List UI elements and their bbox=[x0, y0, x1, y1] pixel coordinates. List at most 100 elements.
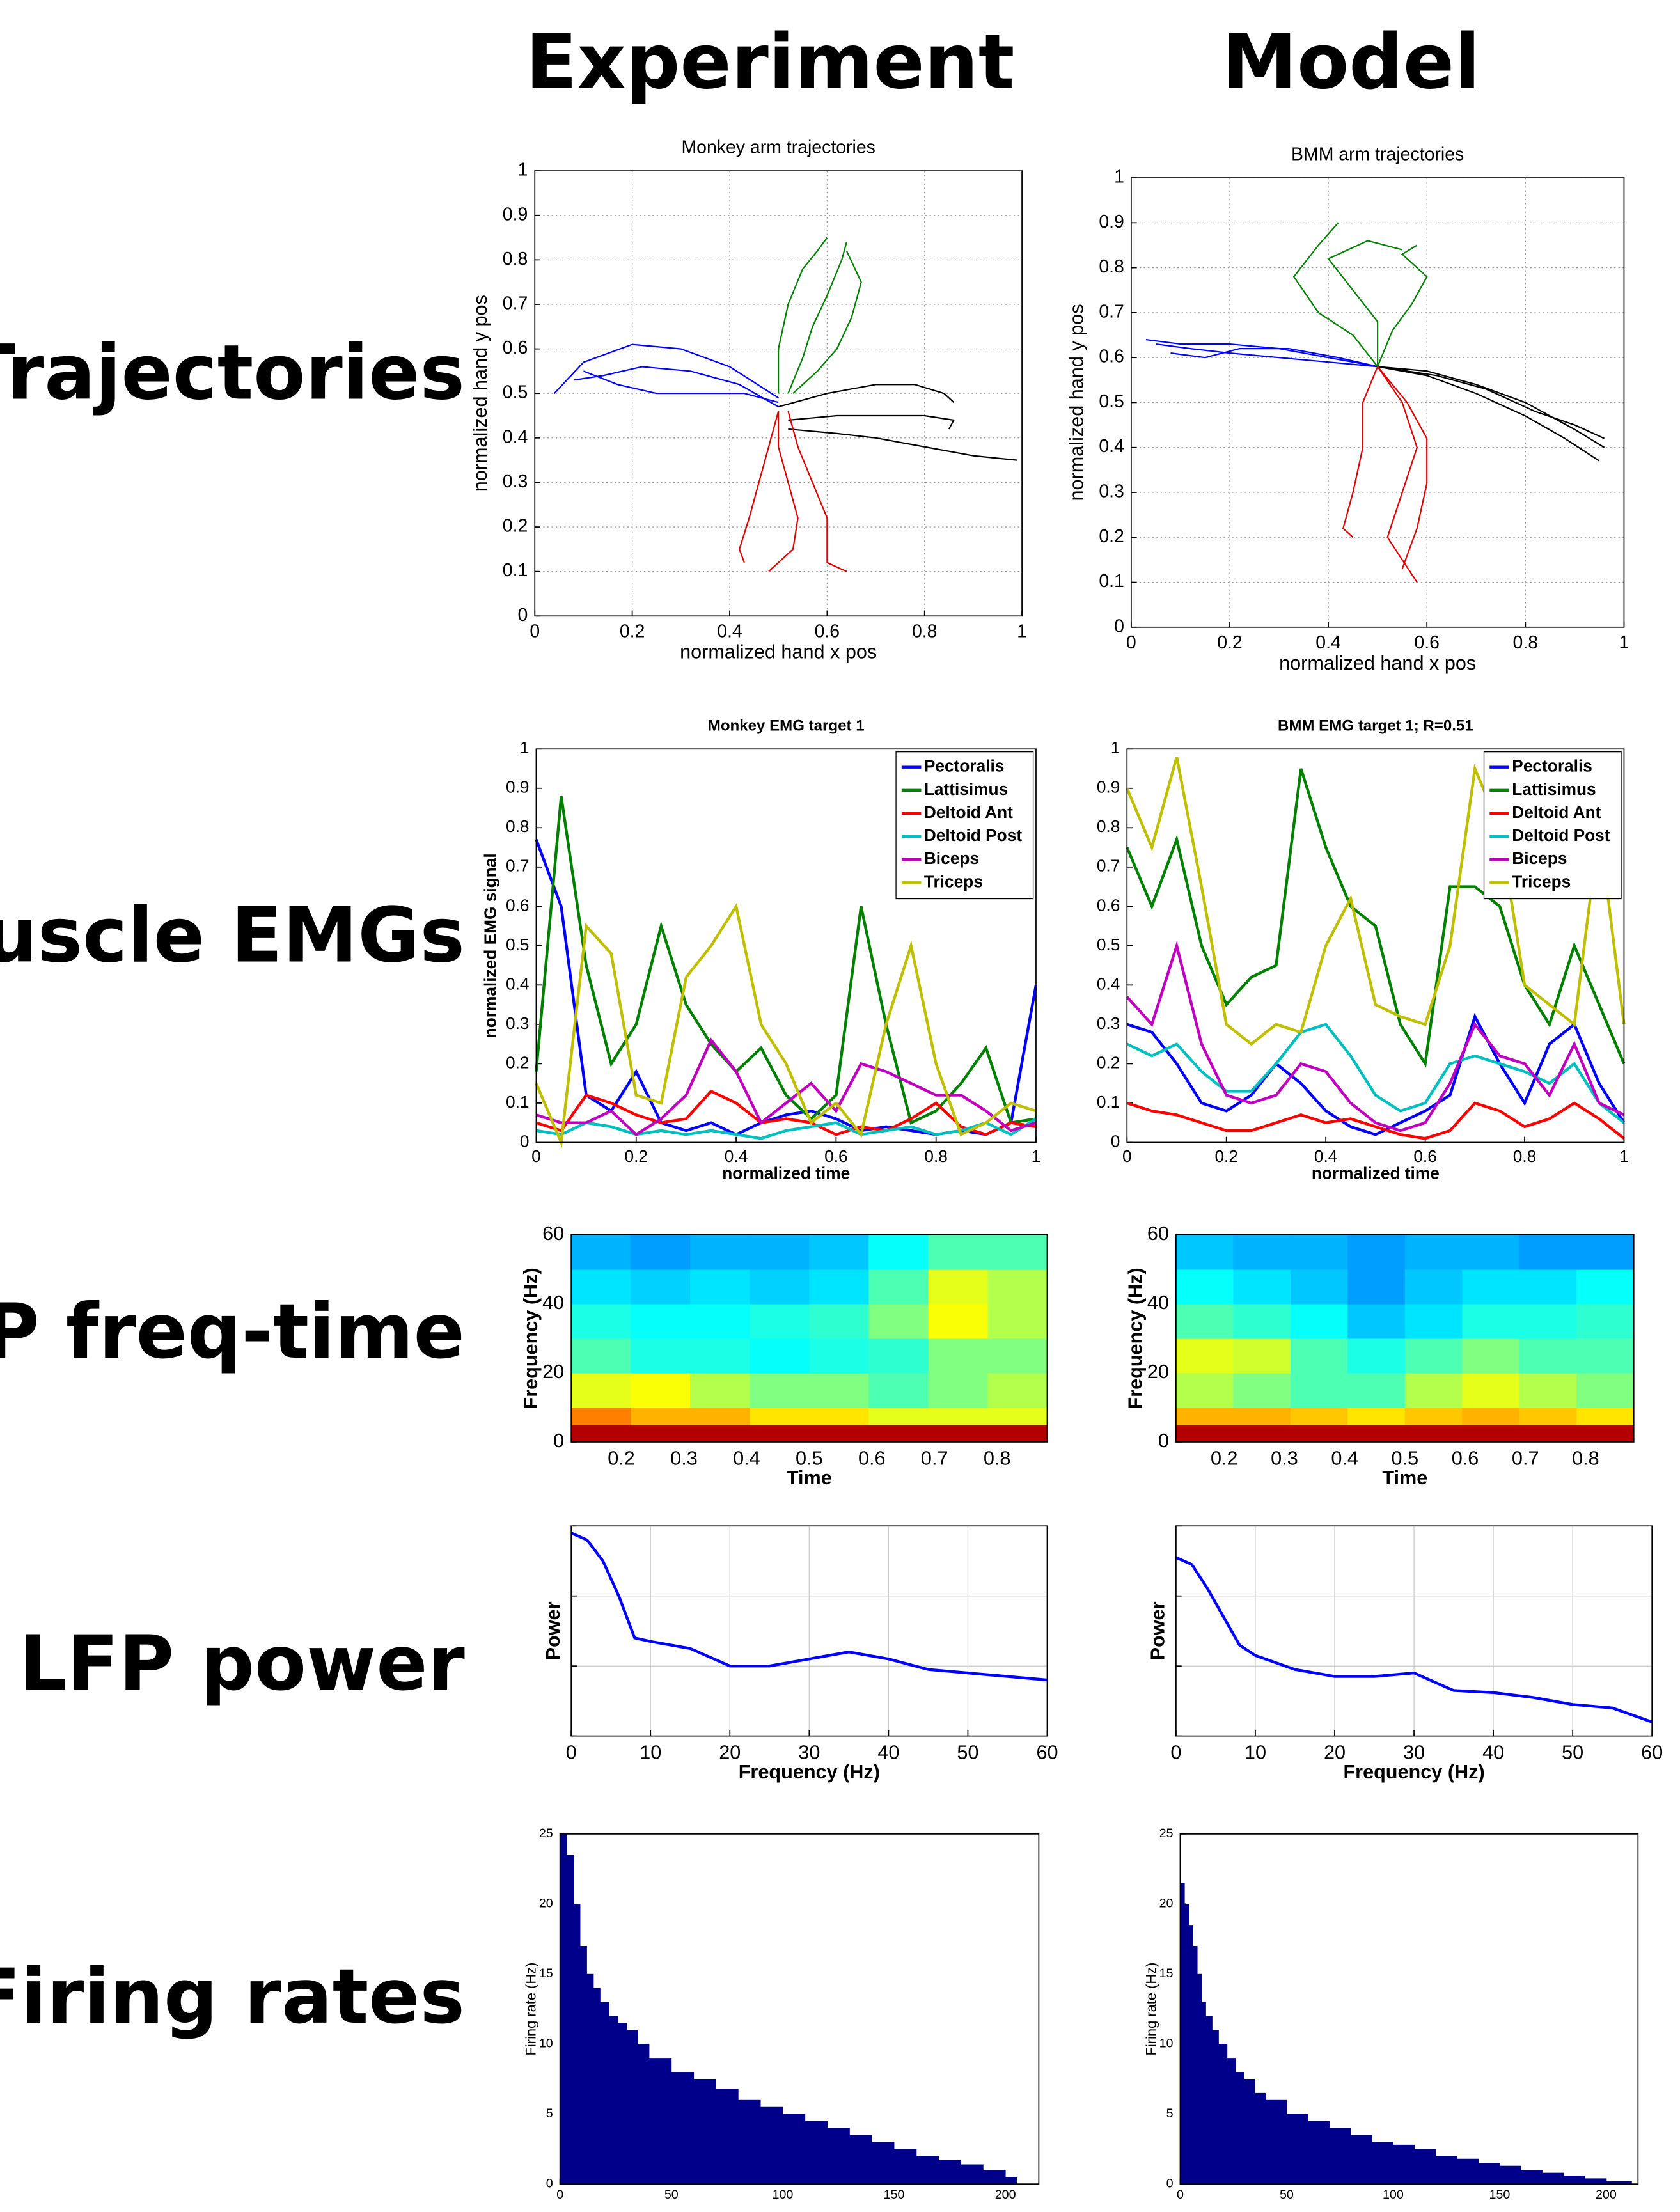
bar bbox=[1350, 2135, 1372, 2185]
bar bbox=[782, 2114, 806, 2185]
x-tick-label: 150 bbox=[1489, 2188, 1510, 2202]
legend-label: Triceps bbox=[924, 872, 983, 891]
heatmap-cell bbox=[1462, 1269, 1520, 1305]
row-label: Muscle EMGs bbox=[0, 891, 465, 979]
legend-label: Deltoid Post bbox=[924, 826, 1022, 845]
heatmap-cell bbox=[690, 1269, 750, 1305]
plot-frame bbox=[1175, 1234, 1635, 1443]
heatmap-cell bbox=[1233, 1424, 1291, 1443]
bar bbox=[618, 2023, 627, 2185]
y-tick-label: 0.7 bbox=[503, 293, 528, 313]
y-tick-label: 0.8 bbox=[506, 817, 530, 836]
heatmap-cell bbox=[1576, 1269, 1635, 1305]
bar bbox=[1193, 1946, 1198, 2185]
legend-label: Lattisimus bbox=[1512, 780, 1596, 799]
heatmap-cell bbox=[1175, 1234, 1234, 1270]
series-line bbox=[1378, 366, 1605, 448]
y-tick-label: 0.3 bbox=[1099, 482, 1124, 502]
heatmap-cell bbox=[1519, 1372, 1577, 1408]
bar bbox=[849, 2135, 872, 2185]
legend-label: Deltoid Ant bbox=[1512, 803, 1601, 822]
x-axis-label: Frequency (Hz) bbox=[739, 1761, 880, 1783]
x-tick-label: 20 bbox=[719, 1741, 741, 1763]
series-line bbox=[792, 250, 862, 395]
y-tick-label: 0.2 bbox=[1099, 526, 1124, 547]
row-label: Trajectories bbox=[0, 328, 465, 416]
y-tick-label: 0.2 bbox=[503, 516, 528, 537]
series-line bbox=[583, 370, 779, 404]
bar bbox=[916, 2156, 939, 2185]
heatmap-cell bbox=[1347, 1424, 1406, 1443]
heatmap-cell bbox=[1404, 1338, 1463, 1374]
y-axis-label: normalized EMG signal bbox=[480, 853, 499, 1038]
y-tick-label: 0.8 bbox=[1099, 256, 1124, 277]
bar bbox=[938, 2160, 961, 2185]
y-tick-label: 60 bbox=[1147, 1223, 1169, 1244]
heatmap-cell bbox=[1404, 1424, 1463, 1443]
y-tick-label: 25 bbox=[539, 1826, 553, 1840]
y-axis-label: Firing rate (Hz) bbox=[523, 1963, 539, 2056]
bar bbox=[983, 2170, 1006, 2185]
heatmap-cell bbox=[1290, 1338, 1349, 1374]
series-line bbox=[1126, 1023, 1625, 1124]
y-tick-label: 1 bbox=[517, 160, 528, 180]
y-tick-label: 0.7 bbox=[1097, 856, 1120, 875]
heatmap-cell bbox=[928, 1234, 989, 1270]
heatmap-cell bbox=[1290, 1424, 1349, 1443]
x-tick-label: 50 bbox=[1280, 2188, 1294, 2202]
heatmap-cell bbox=[571, 1269, 631, 1305]
x-tick-label: 100 bbox=[1383, 2188, 1404, 2202]
series-line bbox=[574, 366, 779, 408]
y-tick-label: 0.2 bbox=[1097, 1053, 1120, 1072]
bar bbox=[573, 1904, 581, 2185]
heatmap-cell bbox=[750, 1234, 810, 1270]
y-tick-label: 0 bbox=[553, 1430, 564, 1452]
chart-title: BMM arm trajectories bbox=[1291, 145, 1464, 165]
series-line bbox=[1126, 940, 1625, 1133]
y-tick-label: 1 bbox=[1114, 167, 1124, 187]
bar bbox=[1521, 2170, 1543, 2185]
y-tick-label: 0 bbox=[517, 605, 528, 625]
bar bbox=[1180, 1883, 1185, 2185]
heatmap-cell bbox=[1233, 1372, 1291, 1408]
heatmap-cell bbox=[1462, 1338, 1520, 1374]
heatmap-cell bbox=[1233, 1338, 1291, 1374]
y-tick-label: 20 bbox=[539, 1897, 553, 1911]
bar bbox=[1286, 2114, 1308, 2185]
x-tick-label: 10 bbox=[1244, 1741, 1266, 1763]
bar bbox=[638, 2044, 650, 2185]
series-line bbox=[1377, 244, 1428, 367]
x-tick-label: 40 bbox=[877, 1741, 899, 1763]
series-line bbox=[1342, 366, 1379, 538]
heatmap-cell bbox=[1576, 1424, 1635, 1443]
heatmap-cell bbox=[868, 1338, 929, 1374]
y-tick-label: 10 bbox=[539, 2036, 553, 2050]
y-axis-label: normalized hand y pos bbox=[469, 295, 491, 492]
bar bbox=[593, 1988, 601, 2185]
y-tick-label: 0.4 bbox=[506, 974, 530, 993]
y-axis-label: Frequency (Hz) bbox=[1125, 1267, 1147, 1409]
heatmap-cell bbox=[571, 1303, 631, 1339]
bar bbox=[567, 1855, 574, 2185]
series-line bbox=[778, 384, 955, 408]
x-tick-label: 0.6 bbox=[1413, 1147, 1437, 1166]
heatmap-cell bbox=[690, 1338, 750, 1374]
heatmap-cell bbox=[631, 1372, 691, 1408]
y-tick-label: 20 bbox=[542, 1361, 564, 1383]
y-tick-label: 0.5 bbox=[1097, 935, 1120, 954]
y-tick-label: 0.9 bbox=[503, 204, 528, 224]
bar bbox=[961, 2164, 984, 2185]
heatmap-cell bbox=[631, 1424, 691, 1443]
heatmap-cell bbox=[750, 1407, 810, 1425]
bar bbox=[1393, 2144, 1415, 2185]
y-tick-label: 0 bbox=[520, 1131, 530, 1150]
bar bbox=[1436, 2156, 1457, 2185]
chart-title: Monkey EMG target 1 bbox=[708, 718, 865, 735]
heatmap-cell bbox=[571, 1372, 631, 1408]
x-tick-label: 0.5 bbox=[796, 1448, 823, 1470]
heatmap-cell bbox=[631, 1303, 691, 1339]
x-tick-label: 0 bbox=[531, 1147, 541, 1166]
x-tick-label: 0.6 bbox=[858, 1448, 886, 1470]
bar bbox=[560, 1833, 567, 2185]
